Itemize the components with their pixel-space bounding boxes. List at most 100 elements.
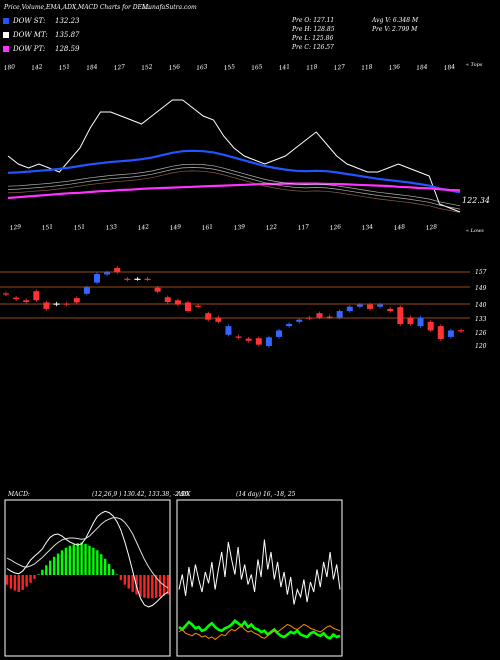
price-label-top: 136 [388,63,400,72]
adx-values: (14 day) 16, -18, 25 [236,491,296,498]
candle-body [144,278,151,280]
candle-body [94,273,100,283]
tops-note: « Tops [466,62,483,68]
candle-body [397,307,404,324]
candle-body [306,317,313,319]
ema-band-0 [7,163,461,207]
legend-st-swatch [3,18,9,24]
macd-signal-line [6,517,169,589]
last-price-label: 122.34 [462,196,490,205]
y-tick-label: 140 [475,302,487,309]
price-label-top: 155 [223,63,235,72]
candle-body [296,319,303,322]
candle-body [346,306,353,312]
candle-body [215,317,222,322]
candle-body [124,278,131,280]
y-tick-label: 133 [475,316,487,323]
candle-body [447,330,454,337]
adx-label: ADX [176,491,191,498]
y-tick-label: 126 [475,330,487,337]
price-label-top: 163 [196,63,208,72]
candle-body [3,293,9,295]
legend-mt-value: 135.87 [55,31,80,39]
candle-body [286,323,293,327]
price-label-top: 184 [443,63,455,72]
price-label-bottom: 128 [425,223,437,232]
legend-pt-label: DOW PT: [13,45,46,53]
avg-volume: Avg V: 6.348 M [372,17,419,24]
candle-body [367,304,373,309]
candle-body [417,317,424,327]
legend-mt-label: DOW MT: [13,31,48,39]
legend-st-value: 132.23 [55,17,80,25]
quote-open: Pre O: 127.11 [292,17,335,24]
quote-low: Pre L: 125.86 [292,35,334,42]
candle-body [377,304,384,307]
price-label-bottom: 149 [169,223,181,232]
price-label-top: 156 [168,63,180,72]
price-label-top: 184 [416,63,428,72]
candle-body [427,321,434,331]
site-name: MunafaSutra.com [142,4,197,11]
candle-body [458,330,464,332]
price-label-top: 165 [251,63,263,72]
price-label-bottom: 129 [9,223,21,232]
candles [3,266,464,348]
adx-series-2 [178,623,341,641]
candle-body [23,300,30,302]
y-tick-label: 157 [475,269,487,276]
candle-body [114,267,121,273]
price-label-top: 142 [31,63,43,72]
price-label-top: 180 [3,63,15,72]
ema-band-2 [7,170,461,213]
legend-mt-swatch [3,32,9,38]
candle-body [235,336,242,338]
quote-high: Pre H: 128.85 [292,26,335,33]
candle-body [225,326,232,335]
quote-close: Pre C: 126.57 [292,44,334,51]
chart-title: Price,Volume,EMA,ADX,MACD Charts for DEL… [4,4,150,11]
price-labels-bottom: 129 151 151 133 142 149 161 139 122 117 126 134 148 1… [9,223,437,232]
adx-panel [176,499,343,657]
candle-body [265,337,272,346]
candle-body [134,278,141,280]
price-label-bottom: 161 [201,223,213,232]
candle-body [104,272,111,275]
price-label-top: 127 [333,63,345,72]
ema-lines [7,99,461,213]
macd-panel [4,499,171,657]
price-label-top: 127 [113,63,125,72]
price-label-bottom: 151 [73,223,85,232]
price-label-top: 141 [278,63,290,72]
price-label-bottom: 117 [297,223,309,232]
candle-body [33,291,40,301]
candle-body [276,330,282,337]
candle-body [164,297,171,302]
price-label-bottom: 148 [393,223,405,232]
candle-body [154,287,161,292]
adx-series-0 [178,539,341,605]
candle-body [437,326,444,340]
price-label-top: 184 [86,63,98,72]
ema-series-0 [7,99,461,213]
candle-body [336,311,343,318]
price-label-top: 152 [141,63,153,72]
candle-body [195,305,202,307]
price-label-bottom: 126 [329,223,341,232]
candle-body [73,298,80,303]
ema-series-2 [7,182,461,200]
candle-body [53,303,60,305]
candle-body [174,300,181,305]
legend-st-label: DOW ST: [13,17,46,25]
candle-body [245,338,252,341]
candle-body [356,304,363,307]
price-label-top: 151 [58,63,70,72]
y-tick-label: 149 [475,285,487,292]
candle-body [83,287,90,294]
candle-body [316,313,323,318]
legend-pt-value: 128.59 [55,45,80,53]
candle-body [13,297,20,300]
legend-pt-swatch [3,46,9,52]
prev-volume: Pre V: 2.799 M [372,26,418,33]
